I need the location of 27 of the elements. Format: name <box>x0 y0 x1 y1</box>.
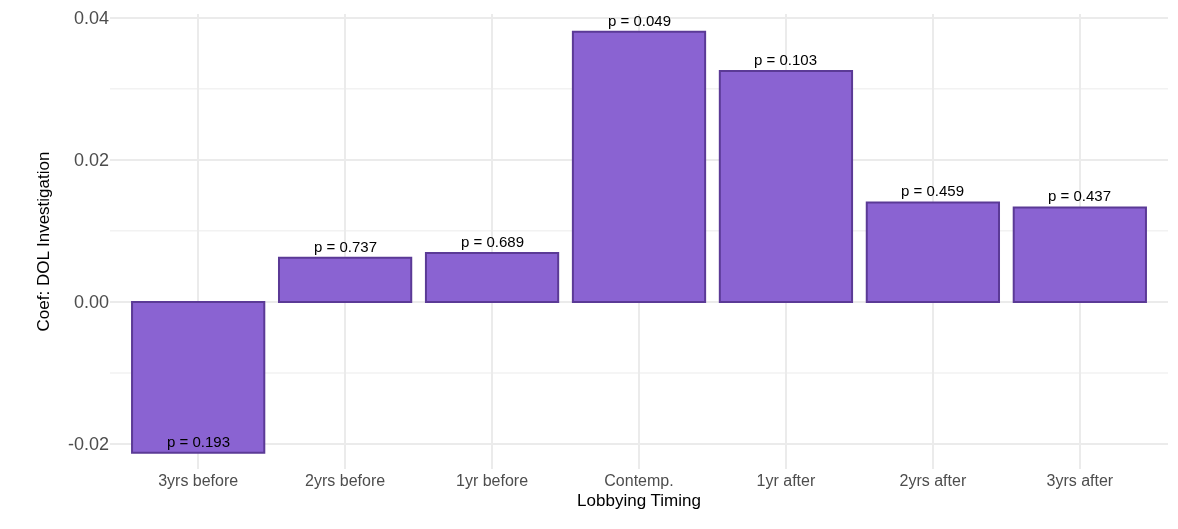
bar <box>571 30 707 303</box>
y-tick-label: -0.02 <box>67 434 109 455</box>
x-tick-label: 1yr after <box>756 472 816 489</box>
x-tick-label: Contemp. <box>604 472 674 489</box>
bar <box>277 256 413 303</box>
annotation: p = 0.049 <box>608 12 671 29</box>
x-tick-label: 3yrs after <box>1046 472 1114 489</box>
annotation: p = 0.103 <box>754 51 817 68</box>
bar <box>131 300 266 454</box>
annotation: p = 0.193 <box>167 433 230 450</box>
y-tick-label: 0.04 <box>73 7 109 28</box>
bar <box>1012 206 1147 303</box>
x-tick-label: 3yrs before <box>158 472 239 489</box>
y-tick-label: 0.02 <box>73 150 109 171</box>
y-axis-title: Coef: DOL Investigation <box>33 151 53 332</box>
annotation: p = 0.437 <box>1048 187 1111 204</box>
x-tick-label: 2yrs before <box>305 472 386 489</box>
x-tick-label: 1yr before <box>456 472 529 489</box>
annotation: p = 0.737 <box>314 238 377 255</box>
annotation: p = 0.459 <box>901 182 964 199</box>
annotation: p = 0.689 <box>461 233 524 250</box>
bar <box>865 201 1001 303</box>
x-axis-title: Lobbying Timing <box>577 491 701 511</box>
bar <box>424 251 560 303</box>
y-tick-label: 0.00 <box>73 292 109 313</box>
bar <box>718 69 854 303</box>
x-tick-label: 2yrs after <box>899 472 967 489</box>
